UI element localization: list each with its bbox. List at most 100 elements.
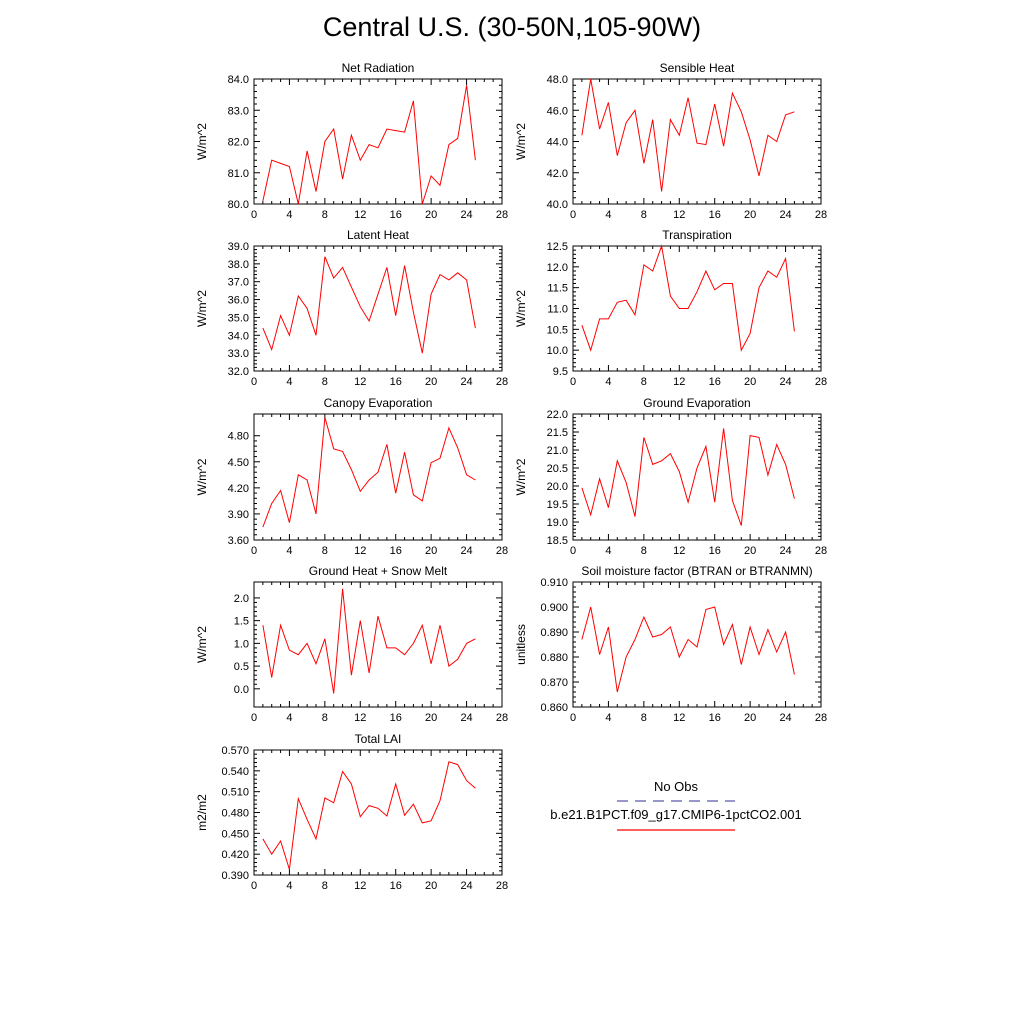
x-tick-label: 4 xyxy=(605,209,611,221)
x-tick-label: 16 xyxy=(390,545,402,557)
y-axis-label: W/m^2 xyxy=(195,123,209,160)
y-tick-label: 21.5 xyxy=(547,427,568,439)
y-axis-label: W/m^2 xyxy=(514,458,528,495)
y-axis-label: W/m^2 xyxy=(195,626,209,663)
x-tick-label: 16 xyxy=(709,376,721,388)
plot-frame xyxy=(572,245,822,372)
y-tick-label: 38.0 xyxy=(228,259,249,271)
x-tick-label: 4 xyxy=(286,545,292,557)
y-tick-label: 0.900 xyxy=(540,602,568,614)
x-tick-label: 0 xyxy=(251,880,257,892)
y-tick-label: 81.0 xyxy=(228,168,249,180)
plot-frame xyxy=(253,245,503,372)
x-tick-label: 12 xyxy=(354,209,366,221)
plot-frame xyxy=(572,413,822,541)
y-tick-label: 33.0 xyxy=(228,348,249,360)
x-tick-label: 12 xyxy=(673,376,685,388)
x-tick-label: 24 xyxy=(460,209,472,221)
y-axis-label: W/m^2 xyxy=(195,458,209,495)
x-tick-label: 4 xyxy=(286,376,292,388)
x-tick-label: 28 xyxy=(496,880,508,892)
series-line xyxy=(262,761,476,870)
y-tick-label: 4.50 xyxy=(228,457,249,469)
y-axis-label: unitless xyxy=(514,624,528,665)
y-tick-label: 40.0 xyxy=(547,199,568,211)
x-tick-label: 0 xyxy=(251,209,257,221)
y-tick-label: 39.0 xyxy=(228,241,249,253)
y-tick-label: 0.510 xyxy=(221,787,249,799)
y-tick-label: 0.480 xyxy=(221,808,249,820)
chart-title: Ground Evaporation xyxy=(643,396,750,410)
legend-obs-label: No Obs xyxy=(653,779,699,794)
x-tick-label: 0 xyxy=(570,209,576,221)
y-tick-label: 0.390 xyxy=(221,870,249,882)
y-tick-label: 82.0 xyxy=(228,137,249,149)
y-tick-label: 44.0 xyxy=(547,137,568,149)
y-tick-label: 4.20 xyxy=(228,483,249,495)
x-tick-label: 8 xyxy=(641,209,647,221)
chart-panel: Ground Evaporation W/m^2 0 4 8 12 16 20 24 28 18.5… xyxy=(514,396,827,557)
x-tick-label: 24 xyxy=(460,545,472,557)
y-tick-label: 20.0 xyxy=(547,481,568,493)
y-tick-label: 84.0 xyxy=(228,74,249,86)
y-tick-label: 19.5 xyxy=(547,499,568,511)
y-axis-label: W/m^2 xyxy=(514,290,528,327)
series-line xyxy=(581,244,795,352)
chart-panel: Transpiration W/m^2 0 4 8 12 16 20 24 28 9.5 10.0 10… xyxy=(514,228,827,388)
y-tick-label: 0.880 xyxy=(540,652,568,664)
chart-panel: Sensible Heat W/m^2 0 4 8 12 16 20 24 28 40.0 42.0 4… xyxy=(514,61,827,221)
x-tick-label: 8 xyxy=(641,712,647,724)
y-tick-label: 80.0 xyxy=(228,199,249,211)
plot-frame xyxy=(572,581,822,708)
x-tick-label: 28 xyxy=(815,545,827,557)
y-tick-label: 18.5 xyxy=(547,535,568,547)
x-tick-label: 0 xyxy=(570,712,576,724)
x-tick-label: 24 xyxy=(779,712,791,724)
y-tick-label: 22.0 xyxy=(547,409,568,421)
y-tick-label: 32.0 xyxy=(228,366,249,378)
x-tick-label: 16 xyxy=(390,209,402,221)
y-tick-label: 1.5 xyxy=(234,616,249,628)
y-axis-label: W/m^2 xyxy=(195,290,209,327)
x-tick-label: 16 xyxy=(390,712,402,724)
x-tick-label: 24 xyxy=(460,376,472,388)
chart-title: Ground Heat + Snow Melt xyxy=(309,564,448,578)
y-tick-label: 0.420 xyxy=(221,849,249,861)
x-tick-label: 0 xyxy=(570,376,576,388)
series-line xyxy=(262,256,476,354)
plot-frame xyxy=(253,413,503,541)
x-tick-label: 4 xyxy=(286,209,292,221)
y-tick-label: 12.0 xyxy=(547,262,568,274)
x-tick-label: 8 xyxy=(322,880,328,892)
x-tick-label: 12 xyxy=(354,545,366,557)
x-tick-label: 4 xyxy=(605,545,611,557)
x-tick-label: 28 xyxy=(815,376,827,388)
y-tick-label: 2.0 xyxy=(234,593,249,605)
y-tick-label: 3.90 xyxy=(228,509,249,521)
x-tick-label: 4 xyxy=(286,880,292,892)
y-tick-label: 34.0 xyxy=(228,330,249,342)
chart-title: Transpiration xyxy=(662,228,732,242)
y-tick-label: 9.5 xyxy=(553,366,568,378)
x-tick-label: 8 xyxy=(322,209,328,221)
x-tick-label: 20 xyxy=(425,209,437,221)
series-line xyxy=(262,417,476,528)
y-tick-label: 12.5 xyxy=(547,241,568,253)
y-axis-label: W/m^2 xyxy=(514,123,528,160)
y-tick-label: 0.450 xyxy=(221,828,249,840)
x-tick-label: 24 xyxy=(779,209,791,221)
x-tick-label: 20 xyxy=(425,376,437,388)
x-tick-label: 20 xyxy=(744,712,756,724)
x-tick-label: 24 xyxy=(460,880,472,892)
y-tick-label: 35.0 xyxy=(228,312,249,324)
x-tick-label: 16 xyxy=(709,209,721,221)
legend-model-label: b.e21.B1PCT.f09_g17.CMIP6-1pctCO2.001 xyxy=(550,807,802,822)
chart-title: Latent Heat xyxy=(347,228,410,242)
y-tick-label: 0.570 xyxy=(221,745,249,757)
x-tick-label: 16 xyxy=(709,712,721,724)
x-tick-label: 8 xyxy=(322,376,328,388)
series-line xyxy=(262,85,476,205)
chart-title: Total LAI xyxy=(355,732,402,746)
x-tick-label: 0 xyxy=(251,712,257,724)
